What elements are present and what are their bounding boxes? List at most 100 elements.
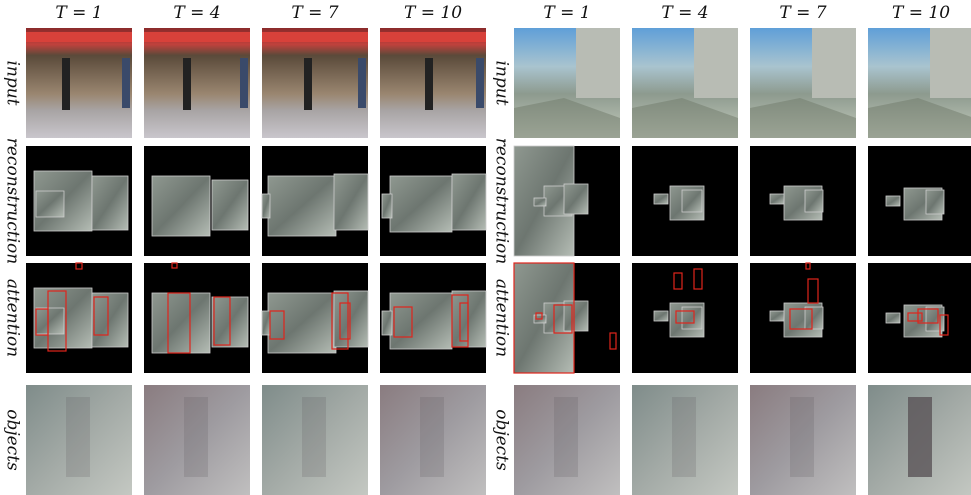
image-cell: [380, 263, 486, 373]
figure: T = 1 T = 4 T = 7 T = 10 input reconstruction…: [0, 0, 971, 495]
glimpse: [564, 184, 588, 214]
photo: [26, 28, 132, 138]
glimpse: [682, 190, 702, 212]
image-cell: [26, 28, 132, 138]
object-shape: [302, 397, 326, 477]
photo: [144, 28, 250, 138]
row-label: attention: [492, 279, 512, 357]
image-cell: [750, 146, 856, 256]
image-cell: [868, 385, 971, 495]
shop-sign: [26, 32, 132, 42]
object-shape: [66, 397, 90, 477]
glimpse: [654, 194, 668, 204]
glimpse: [926, 190, 944, 214]
glimpse: [390, 293, 452, 349]
image-cell: [380, 28, 486, 138]
glimpse: [268, 176, 336, 236]
object-shape: [184, 397, 208, 477]
person: [183, 58, 191, 110]
row-label: input: [3, 60, 23, 105]
glimpse: [886, 313, 900, 323]
building: [930, 28, 971, 98]
image-cell: [144, 263, 250, 373]
building: [812, 28, 856, 98]
image-cell: [144, 146, 250, 256]
shop-sign: [380, 32, 486, 42]
image-cell: [262, 146, 368, 256]
glimpse: [390, 176, 452, 232]
person: [425, 58, 433, 110]
row-label: reconstruction: [3, 138, 23, 265]
object-shape: [908, 397, 932, 477]
glimpse: [152, 293, 210, 353]
person: [122, 58, 130, 108]
glimpse: [92, 176, 128, 230]
shop-sign: [262, 32, 368, 42]
glimpse: [36, 191, 64, 217]
person: [358, 58, 366, 108]
object-shape: [790, 397, 814, 477]
image-cell: [632, 28, 738, 138]
glimpse: [452, 174, 486, 230]
photo: [262, 28, 368, 138]
image-cell: [144, 28, 250, 138]
building: [576, 28, 620, 98]
glimpse: [534, 198, 546, 206]
image-cell: [380, 146, 486, 256]
glimpse: [805, 307, 823, 329]
glimpse: [92, 293, 128, 347]
column-header: T = 10: [892, 3, 950, 23]
image-cell: [632, 146, 738, 256]
glimpse: [268, 293, 336, 353]
column-header: T = 7: [291, 3, 338, 23]
glimpse: [682, 307, 702, 329]
column-header: T = 10: [404, 3, 462, 23]
column-header: T = 1: [55, 3, 102, 23]
glimpse: [770, 194, 784, 204]
image-cell: [26, 385, 132, 495]
glimpse: [926, 307, 944, 331]
image-cell: [868, 146, 971, 256]
column-header: T = 1: [543, 3, 590, 23]
image-cell: [514, 28, 620, 138]
object-shape: [554, 397, 578, 477]
image-cell: [262, 28, 368, 138]
row-label: reconstruction: [492, 138, 512, 265]
image-cell: [514, 385, 620, 495]
glimpse: [152, 176, 210, 236]
image-cell: [750, 28, 856, 138]
glimpse: [886, 196, 900, 206]
column-header: T = 7: [779, 3, 826, 23]
person: [62, 58, 70, 110]
image-cell: [380, 385, 486, 495]
glimpse: [382, 311, 392, 335]
image-cell: [514, 146, 620, 256]
glimpse: [212, 180, 248, 230]
image-cell: [868, 28, 971, 138]
object-shape: [420, 397, 444, 477]
glimpse: [654, 311, 668, 321]
glimpse: [334, 174, 368, 230]
image-cell: [262, 385, 368, 495]
glimpse: [805, 190, 823, 212]
image-cell: [262, 263, 368, 373]
image-cell: [750, 263, 856, 373]
building: [694, 28, 738, 98]
glimpse: [36, 308, 64, 334]
glimpse: [334, 291, 368, 347]
row-label: input: [492, 60, 512, 105]
row-label: objects: [492, 409, 512, 471]
image-cell: [26, 146, 132, 256]
glimpse: [262, 311, 270, 335]
glimpse: [262, 194, 270, 218]
image-cell: [750, 385, 856, 495]
image-cell: [514, 263, 620, 373]
image-cell: [144, 385, 250, 495]
shop-sign: [144, 32, 250, 42]
person: [240, 58, 248, 108]
object-shape: [672, 397, 696, 477]
column-header: T = 4: [661, 3, 708, 23]
image-cell: [632, 263, 738, 373]
glimpse: [770, 311, 784, 321]
image-cell: [26, 263, 132, 373]
